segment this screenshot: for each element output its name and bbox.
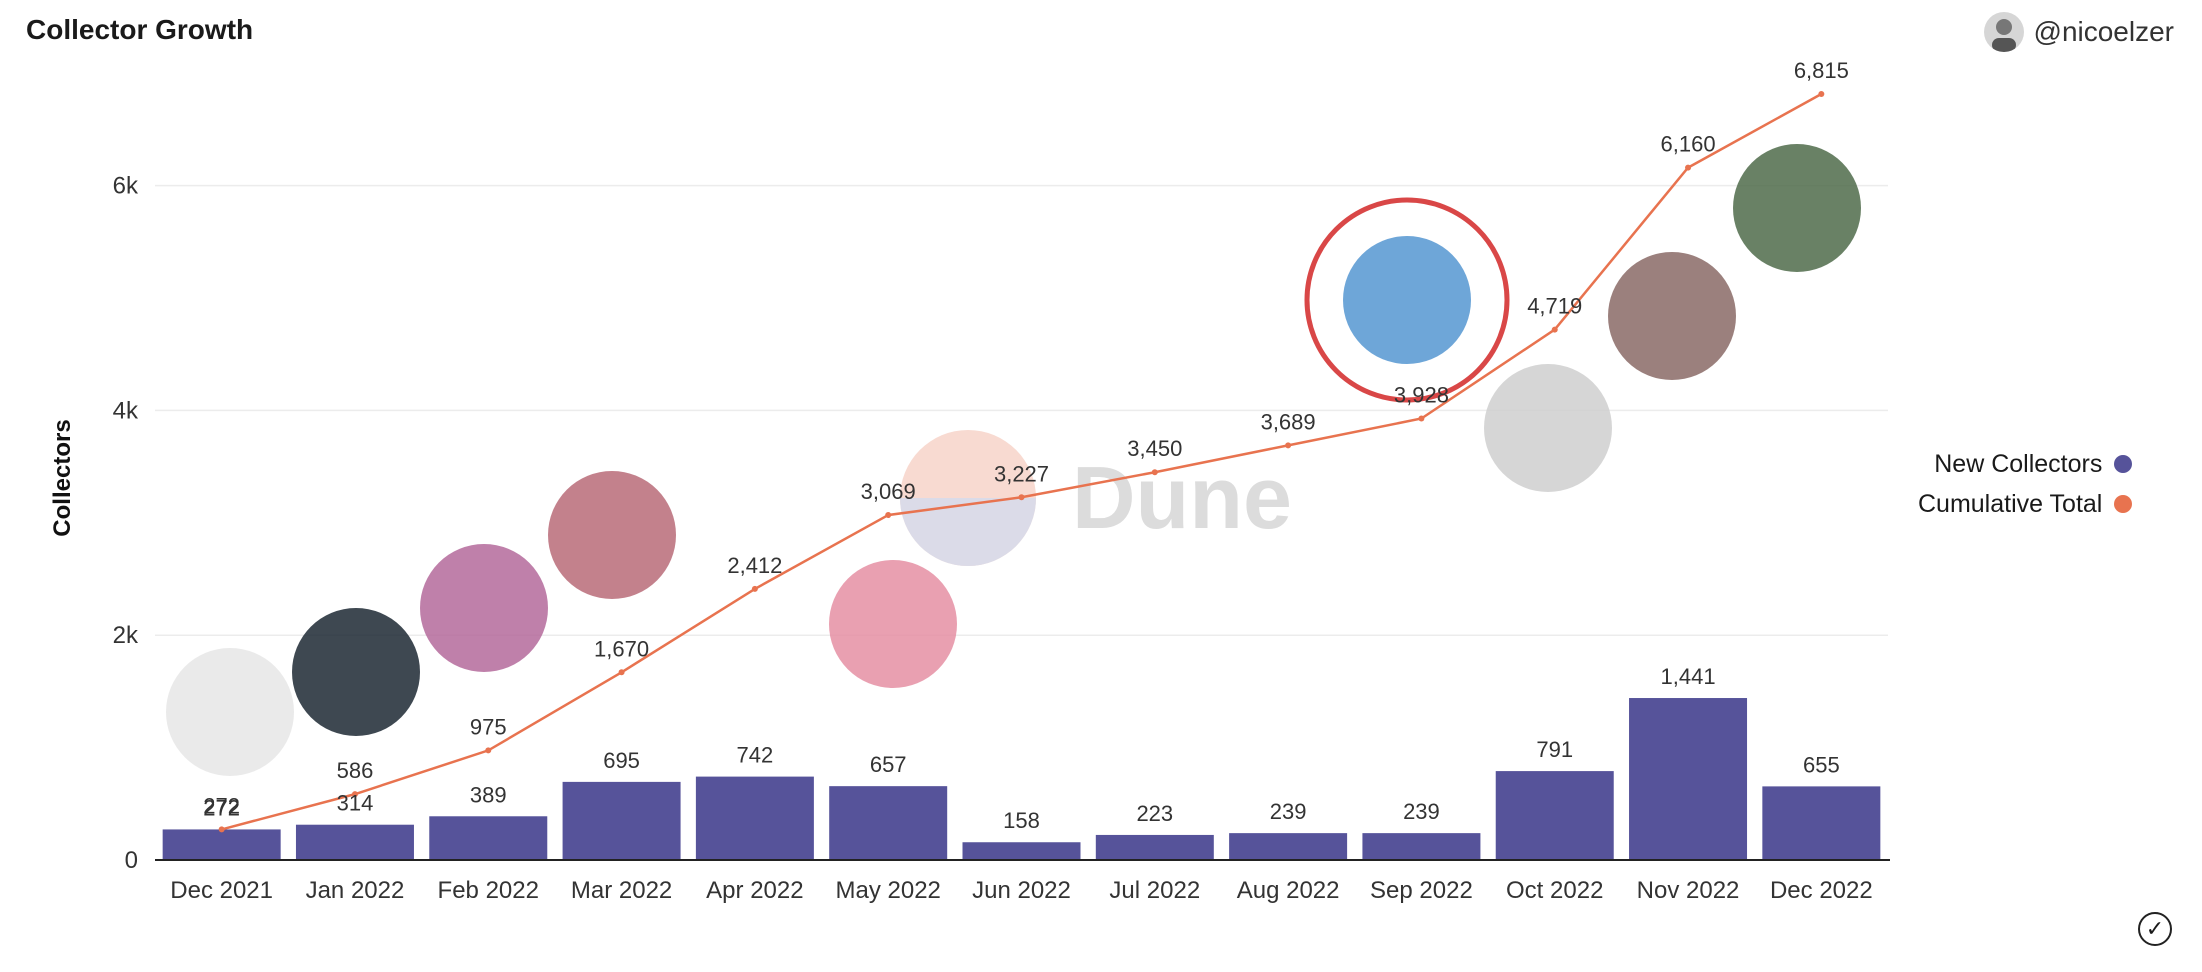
bar-value-label: 272 [203,795,240,820]
line-value-label: 975 [470,714,507,739]
cumulative-point[interactable] [751,585,758,592]
y-tick-label: 0 [125,847,138,874]
line-value-label: 3,928 [1394,382,1449,407]
y-tick-label: 2k [113,622,139,649]
chart-legend: New Collectors Cumulative Total [1918,444,2133,524]
line-value-label: 6,815 [1794,58,1849,83]
x-tick-label: May 2022 [835,877,940,904]
cumulative-point[interactable] [1685,164,1692,171]
bar-new-collectors[interactable] [295,824,414,860]
chart-title: Collector Growth [26,14,254,45]
bar-new-collectors[interactable] [1495,771,1614,860]
profile-photo [1484,364,1612,492]
cumulative-point[interactable] [1018,494,1025,501]
x-tick-label: Oct 2022 [1506,877,1603,904]
bar-new-collectors[interactable] [1362,833,1481,860]
cumulative-point[interactable] [1285,442,1292,449]
user-avatar[interactable] [1983,12,2024,52]
watermark-logo-bottom [900,498,1036,566]
x-tick-label: Dec 2022 [1770,877,1873,904]
bar-value-label: 655 [1803,752,1840,777]
cumulative-point[interactable] [218,826,225,833]
bar-value-label: 158 [1003,808,1040,833]
cumulative-point[interactable] [485,747,492,754]
bar-value-label: 742 [737,743,774,768]
cumulative-point[interactable] [885,512,892,519]
bar-new-collectors[interactable] [1762,786,1881,860]
bar-value-label: 657 [870,752,907,777]
bar-new-collectors[interactable] [962,842,1081,860]
bar-value-label: 239 [1403,799,1440,824]
profile-photo [292,608,420,736]
legend-dot-new-collectors [2114,455,2133,473]
profile-photo [548,471,676,599]
y-axis-title: Collectors [49,419,76,536]
legend-item-new-collectors[interactable]: New Collectors [1918,444,2133,484]
profile-photo [420,544,548,672]
highlight-ring [1304,197,1510,403]
bar-new-collectors[interactable] [429,816,548,860]
y-tick-label: 4k [113,397,139,424]
profile-photo [1733,144,1861,272]
x-tick-label: Mar 2022 [571,877,672,904]
cumulative-point[interactable] [351,791,358,798]
bar-value-label: 389 [470,782,507,807]
line-value-label: 3,450 [1127,436,1182,461]
profile-photo [1608,252,1736,380]
bar-new-collectors[interactable] [829,786,948,860]
bar-new-collectors[interactable] [562,781,681,860]
cumulative-point[interactable] [1818,90,1825,97]
username[interactable]: @nicoelzer [2033,16,2174,47]
x-tick-label: Apr 2022 [706,877,803,904]
profile-photo [829,560,957,688]
cumulative-point[interactable] [618,669,625,676]
x-tick-label: Nov 2022 [1637,877,1740,904]
x-tick-label: Jun 2022 [972,877,1071,904]
x-tick-label: Feb 2022 [438,877,539,904]
profile-photo [166,648,294,776]
x-tick-label: Dec 2021 [170,877,273,904]
bar-value-label: 314 [337,791,374,816]
legend-item-cumulative-total[interactable]: Cumulative Total [1918,484,2133,524]
y-tick-label: 6k [113,173,139,200]
x-tick-label: Sep 2022 [1370,877,1473,904]
bar-new-collectors[interactable] [1229,833,1348,860]
cumulative-point[interactable] [1151,469,1158,476]
profile-photo-highlighted [1343,236,1471,364]
line-value-label: 272 [203,793,240,818]
line-value-label: 586 [337,758,374,783]
bar-new-collectors[interactable] [1629,698,1748,860]
bar-value-label: 791 [1536,737,1573,762]
bar-value-label: 695 [603,748,640,773]
bar-new-collectors[interactable] [162,829,281,860]
checkmark-icon[interactable]: ✓ [2138,912,2172,946]
bar-value-label: 223 [1136,801,1173,826]
line-value-label: 3,069 [861,479,916,504]
x-tick-label: Jul 2022 [1109,877,1200,904]
x-tick-label: Jan 2022 [306,877,405,904]
line-value-label: 1,670 [594,636,649,661]
line-value-label: 2,412 [727,553,782,578]
line-value-label: 3,227 [994,461,1049,486]
cumulative-point[interactable] [1418,415,1425,422]
bar-new-collectors[interactable] [695,776,814,860]
line-value-label: 6,160 [1661,132,1716,157]
bar-value-label: 1,441 [1661,664,1716,689]
watermark-text: Dune [1072,448,1292,547]
cumulative-point[interactable] [1551,326,1558,333]
dune-watermark: Dune [900,430,1292,566]
legend-dot-cumulative-total [2114,495,2133,513]
x-tick-label: Aug 2022 [1237,877,1340,904]
line-value-label: 3,689 [1261,409,1316,434]
bar-value-label: 239 [1270,799,1307,824]
user-badge[interactable]: @nicoelzer [1983,12,2174,52]
bar-new-collectors[interactable] [1095,834,1214,860]
line-value-label: 4,719 [1527,294,1582,319]
